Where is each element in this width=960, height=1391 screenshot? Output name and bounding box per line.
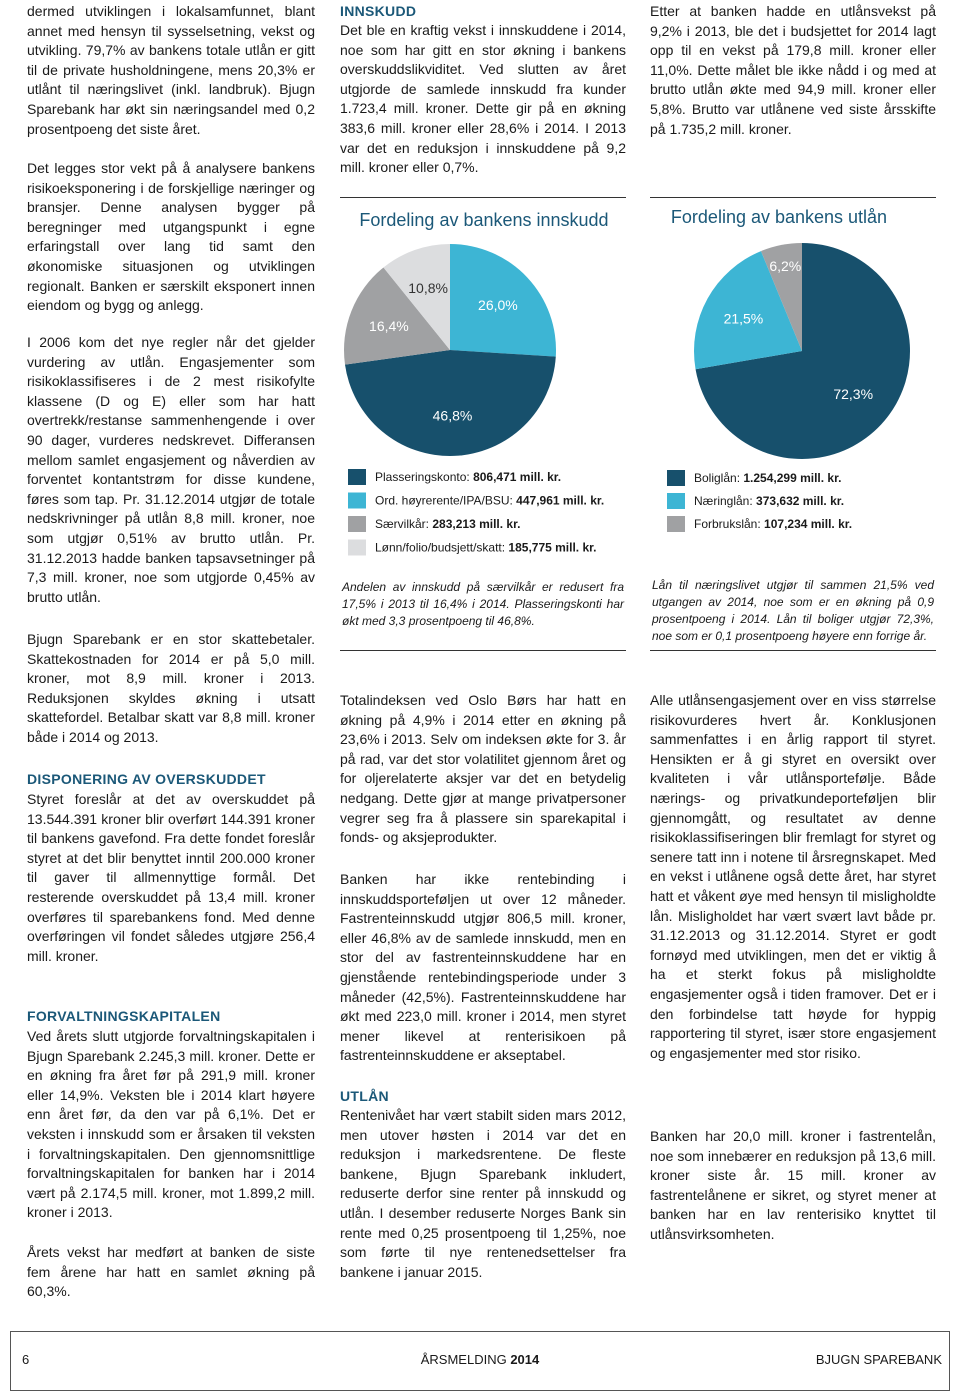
rule (650, 650, 936, 651)
paragraph: Det ble en kraftig vekst i innskuddene i… (340, 22, 626, 176)
legend-swatch (667, 470, 685, 486)
legend-amount: 1.254,299 mill. kr. (743, 471, 841, 485)
legend-label: Boliglån: (694, 471, 740, 485)
chart-caption: Andelen av innskudd på særvilkår er redu… (342, 580, 624, 628)
pie-slice (695, 243, 910, 460)
pie-slice (450, 244, 556, 357)
pie-slice (343, 267, 450, 365)
rule (340, 650, 626, 651)
heading: INNSKUDD (340, 3, 417, 19)
paragraph: Etter at banken hadde en utlånsvekst på … (650, 3, 936, 137)
legend-amount: 447,961 mill. kr. (516, 494, 604, 508)
report-name: ÅRSMELDING (420, 1352, 507, 1367)
paragraph: Rentenivået har vært stabilt siden mars … (340, 1107, 626, 1280)
paragraph: Ved årets slutt utgjorde forvaltningskap… (27, 1028, 315, 1221)
legend-swatch (348, 539, 366, 556)
legend-entry: Boliglån: 1.254,299 mill. kr. (694, 471, 841, 485)
paragraph: Det legges stor vekt på å analysere bank… (27, 160, 315, 314)
footer-title: ÅRSMELDING 2014 (0, 1352, 960, 1367)
paragraph: Årets vekst har medført at banken de sis… (27, 1244, 315, 1300)
heading: DISPONERING AV OVERSKUDDET (27, 771, 266, 787)
legend-label: Særvilkår: (375, 517, 429, 531)
slice-label: 26,0% (478, 297, 518, 313)
rule (340, 197, 626, 198)
legend-label: Næringlån: (694, 494, 753, 508)
legend-label: Plasseringskonto: (375, 470, 470, 484)
legend-amount: 107,234 mill. kr. (764, 517, 852, 531)
slice-label: 21,5% (724, 311, 764, 327)
legend-entry: Plasseringskonto: 806,471 mill. kr. (375, 470, 561, 484)
legend-amount: 373,632 mill. kr. (756, 494, 844, 508)
paragraph: Totalindeksen ved Oslo Børs har hatt en … (340, 692, 626, 846)
legend-amount: 185,775 mill. kr. (508, 541, 596, 555)
paragraph: I 2006 kom det nye regler når det gjelde… (27, 334, 315, 605)
paragraph: dermed utviklingen i lokalsamfunnet, bla… (27, 3, 315, 137)
slice-label: 6,2% (769, 258, 801, 274)
report-year: 2014 (510, 1352, 540, 1367)
heading: FORVALTNINGSKAPITALEN (27, 1008, 221, 1024)
legend-amount: 806,471 mill. kr. (473, 470, 561, 484)
chart-title: Fordeling av bankens innskudd (359, 210, 608, 230)
pie-slice (760, 243, 802, 351)
paragraph: Bjugn Sparebank er en stor skattebetaler… (27, 631, 315, 745)
bank-name: BJUGN SPAREBANK (815, 1352, 942, 1367)
legend-entry: Forbrukslån: 107,234 mill. kr. (694, 517, 852, 531)
pie-slice (383, 244, 450, 350)
legend-swatch (348, 469, 366, 485)
legend-label: Forbrukslån: (694, 517, 761, 531)
pie-slice (694, 251, 802, 370)
paragraph: Styret foreslår at det av overskuddet på… (27, 791, 315, 964)
rule (650, 197, 936, 198)
legend-swatch (667, 493, 685, 509)
legend-swatch (348, 492, 366, 509)
page-number: 6 (22, 1352, 30, 1367)
paragraph: Alle utlånsengasjement over en viss stør… (650, 692, 936, 1061)
slice-label: 72,3% (833, 386, 873, 402)
pie-slice (345, 350, 556, 457)
slice-label: 10,8% (408, 280, 448, 296)
legend-label: Ord. høyrerente/IPA/BSU: (375, 494, 513, 508)
slice-label: 16,4% (369, 318, 409, 334)
paragraph: Banken har 20,0 mill. kroner i fastrente… (650, 1128, 936, 1242)
legend-amount: 283,213 mill. kr. (432, 517, 520, 531)
chart-caption: Lån til næringslivet utgjør til sammen 2… (652, 578, 934, 643)
legend-swatch (348, 516, 366, 532)
heading: UTLÅN (340, 1088, 389, 1104)
legend-entry: Næringlån: 373,632 mill. kr. (694, 494, 844, 508)
legend-label: Lønn/folio/budsjett/skatt: (375, 541, 505, 555)
paragraph: Banken har ikke rentebinding i innskudds… (340, 871, 626, 1064)
legend-entry: Ord. høyrerente/IPA/BSU: 447,961 mill. k… (375, 494, 604, 508)
chart-title: Fordeling av bankens utlån (671, 207, 887, 227)
legend-entry: Lønn/folio/budsjett/skatt: 185,775 mill.… (375, 541, 597, 555)
legend-swatch (667, 516, 685, 532)
charts: Fordeling av bankens innskudd 26,0% 46,8% 1… (343, 207, 910, 556)
slice-label: 46,8% (433, 408, 473, 424)
legend-entry: Særvilkår: 283,213 mill. kr. (375, 517, 520, 531)
